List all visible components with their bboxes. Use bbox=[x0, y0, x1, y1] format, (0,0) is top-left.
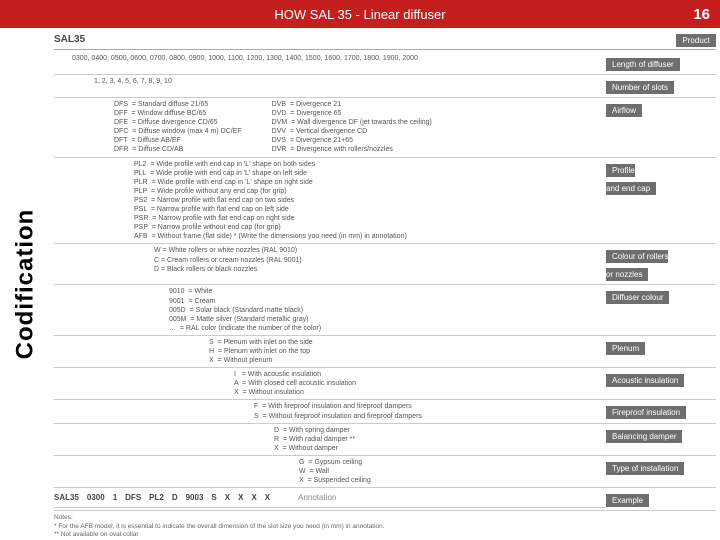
label-acoustic: Acoustic insulation bbox=[606, 374, 684, 387]
ex-7: S bbox=[211, 493, 216, 503]
row-product: SAL35 Product bbox=[54, 34, 716, 50]
example-values: SAL35 0300 1 DFS PL2 D 9003 S X X X X An… bbox=[54, 490, 606, 507]
ex-1: 0300 bbox=[87, 493, 105, 503]
row-install: G = Gypsum ceiling W = Wall X = Suspende… bbox=[54, 456, 716, 488]
row-rollers: W = White rollers or white nozzles (RAL … bbox=[54, 244, 716, 285]
airflow-left: DFS = Standard diffuse 21/65 DFF = Windo… bbox=[114, 100, 242, 155]
rollers-values: W = White rollers or white nozzles (RAL … bbox=[154, 246, 606, 273]
row-acoustic: I = With acoustic insulation A = With cl… bbox=[54, 368, 716, 400]
ex-0: SAL35 bbox=[54, 493, 79, 503]
header-title: HOW SAL 35 - Linear diffuser bbox=[0, 7, 720, 22]
row-fireproof: F = With fireproof insulation and firepr… bbox=[54, 400, 716, 423]
annotation-label: Annotation bbox=[298, 493, 336, 503]
damper-values: D = With spring damper R = With radial d… bbox=[274, 426, 606, 453]
model-code: SAL35 bbox=[54, 34, 85, 47]
plenum-values: S = Plenum with inlet on the side H = Pl… bbox=[209, 338, 606, 365]
row-example: SAL35 0300 1 DFS PL2 D 9003 S X X X X An… bbox=[54, 488, 716, 511]
label-airflow: Airflow bbox=[606, 104, 642, 117]
ex-6: 9003 bbox=[186, 493, 204, 503]
row-damper: D = With spring damper R = With radial d… bbox=[54, 424, 716, 456]
label-install: Type of installation bbox=[606, 462, 684, 475]
label-fireproof: Fireproof insulation bbox=[606, 406, 686, 419]
ex-10: X bbox=[251, 493, 256, 503]
acoustic-values: I = With acoustic insulation A = With cl… bbox=[234, 370, 606, 397]
row-plenum: S = Plenum with inlet on the side H = Pl… bbox=[54, 336, 716, 368]
notes: Notes: * For the AFB model, it is essent… bbox=[54, 511, 716, 539]
ex-11: X bbox=[265, 493, 270, 503]
label-length: Length of diffuser bbox=[606, 58, 680, 71]
install-values: G = Gypsum ceiling W = Wall X = Suspende… bbox=[299, 458, 606, 485]
page-number: 16 bbox=[693, 6, 710, 23]
ex-3: DFS bbox=[125, 493, 141, 503]
label-product: Product bbox=[676, 34, 716, 47]
sidebar: Codification bbox=[0, 28, 50, 540]
airflow-right: DVB = Divergence 21 DVD = Divergence 65 … bbox=[272, 100, 432, 155]
row-airflow: DFS = Standard diffuse 21/65 DFF = Windo… bbox=[54, 98, 716, 158]
main: Codification SAL35 Product 0300, 0400, 0… bbox=[0, 28, 720, 540]
row-profile: PL2 = Wide profile with end cap in 'L' s… bbox=[54, 158, 716, 245]
slots-values: 1, 2, 3, 4, 5, 6, 7, 8, 9, 10 bbox=[54, 77, 606, 86]
ex-2: 1 bbox=[113, 493, 117, 503]
row-slots: 1, 2, 3, 4, 5, 6, 7, 8, 9, 10 Number of … bbox=[54, 75, 716, 98]
diffuser-values: 9010 = White 9001 = Cream 005D = Solar b… bbox=[169, 287, 606, 332]
label-diffuser: Diffuser colour bbox=[606, 291, 669, 304]
sidebar-label: Codification bbox=[11, 209, 39, 360]
row-diffuser: 9010 = White 9001 = Cream 005D = Solar b… bbox=[54, 285, 716, 335]
length-values: 0300, 0400, 0500, 0600, 0700, 0800, 0900… bbox=[54, 54, 606, 63]
label-rollers: Colour of rollers or nozzles bbox=[606, 250, 668, 281]
profile-values: PL2 = Wide profile with end cap in 'L' s… bbox=[134, 160, 606, 242]
label-profile: Profile and end cap bbox=[606, 164, 656, 195]
ex-4: PL2 bbox=[149, 493, 164, 503]
content: SAL35 Product 0300, 0400, 0500, 0600, 07… bbox=[50, 28, 720, 540]
header: HOW SAL 35 - Linear diffuser 16 bbox=[0, 0, 720, 28]
label-example: Example bbox=[606, 494, 649, 507]
ex-9: X bbox=[238, 493, 243, 503]
label-plenum: Plenum bbox=[606, 342, 645, 355]
label-damper: Balancing damper bbox=[606, 430, 682, 443]
label-slots: Number of slots bbox=[606, 81, 674, 94]
ex-8: X bbox=[225, 493, 230, 503]
ex-5: D bbox=[172, 493, 178, 503]
fireproof-values: F = With fireproof insulation and firepr… bbox=[254, 402, 606, 420]
row-length: 0300, 0400, 0500, 0600, 0700, 0800, 0900… bbox=[54, 52, 716, 75]
